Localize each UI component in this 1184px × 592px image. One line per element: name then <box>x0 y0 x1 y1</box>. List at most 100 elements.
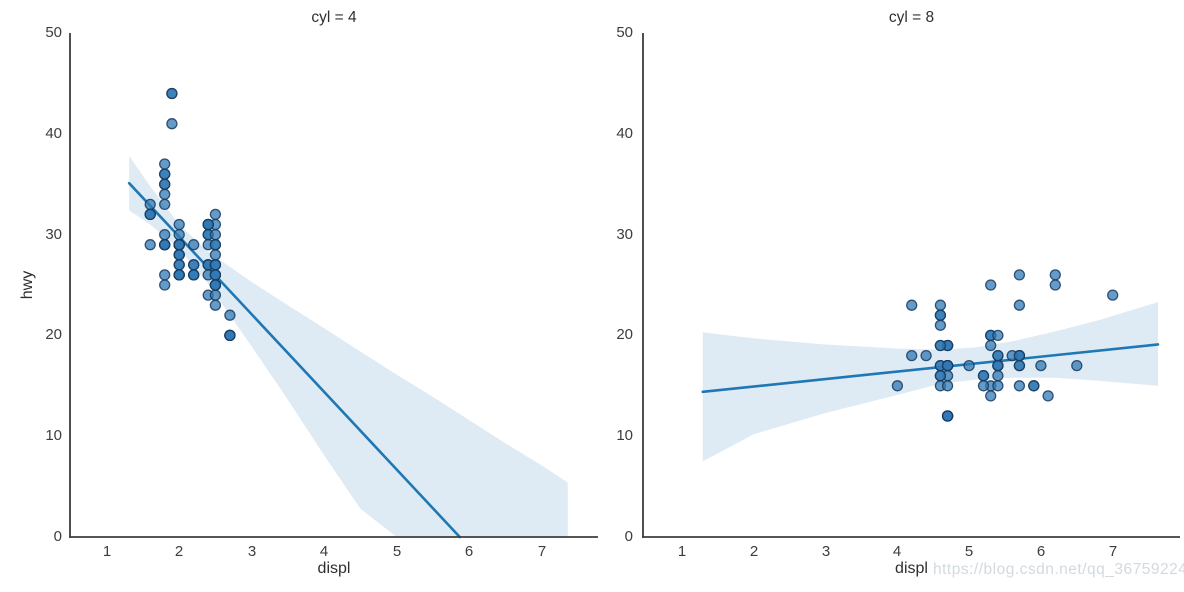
y-tick-label: 50 <box>45 24 62 41</box>
scatter-point <box>166 87 178 100</box>
scatter-point <box>159 279 171 291</box>
scatter-point <box>159 168 171 180</box>
scatter-point <box>985 339 997 352</box>
scatter-point <box>209 239 222 251</box>
scatter-point <box>173 249 185 261</box>
scatter-point <box>159 178 171 190</box>
scatter-point <box>173 269 185 281</box>
scatter-point <box>1071 359 1083 372</box>
scatter-point <box>1049 269 1061 281</box>
scatter-point <box>992 359 1004 372</box>
scatter-point <box>934 299 947 311</box>
scatter-point <box>209 269 222 281</box>
y-tick-label: 0 <box>53 528 62 545</box>
scatter-point <box>992 370 1004 382</box>
x-axis-label-right: displ <box>895 560 928 577</box>
scatter-point <box>920 349 932 362</box>
regression-line <box>701 343 1160 394</box>
scatter-point <box>188 239 200 251</box>
scatter-point <box>159 269 171 281</box>
scatter-point <box>941 359 954 372</box>
scatter-point <box>934 370 947 382</box>
y-tick-label: 20 <box>616 326 633 343</box>
scatter-point <box>992 380 1004 392</box>
scatter-point <box>209 279 222 291</box>
y-axis-label: hwy <box>19 270 36 300</box>
x-axis-label-left: displ <box>317 560 351 577</box>
scatter-point <box>209 249 222 261</box>
scatter-point <box>985 390 997 402</box>
scatter-point <box>224 309 236 321</box>
scatter-point <box>906 349 918 362</box>
scatter-point <box>941 380 954 392</box>
x-tick-label: 6 <box>464 543 474 560</box>
scatter-point <box>992 349 1004 362</box>
scatter-point <box>159 198 171 211</box>
x-tick-label: 1 <box>677 543 687 560</box>
scatter-point <box>1035 359 1047 372</box>
scatter-point <box>159 228 171 241</box>
x-tick-label: 7 <box>1108 543 1118 560</box>
scatter-point <box>934 319 947 331</box>
scatter-point <box>144 198 156 211</box>
scatter-point <box>173 259 185 271</box>
scatter-point <box>906 299 918 311</box>
scatter-point <box>209 228 222 241</box>
x-tick-label: 4 <box>892 543 902 560</box>
scatter-point <box>159 239 171 251</box>
facet-title-cyl8: cyl = 8 <box>888 9 935 26</box>
scatter-point <box>159 158 171 170</box>
scatter-point <box>1028 380 1040 392</box>
x-tick-label: 2 <box>174 543 184 560</box>
scatter-point <box>188 269 200 281</box>
scatter-point <box>209 299 222 311</box>
scatter-point <box>159 188 171 200</box>
scatter-point <box>209 208 222 221</box>
scatter-point <box>1042 390 1054 402</box>
x-tick-label: 3 <box>247 543 257 560</box>
scatter-point <box>941 410 954 422</box>
x-tick-label: 3 <box>821 543 831 560</box>
x-tick-label: 4 <box>319 543 329 560</box>
scatter-point <box>934 309 947 321</box>
y-tick-label: 10 <box>45 427 62 444</box>
scatter-point <box>144 208 156 221</box>
y-tick-label: 40 <box>616 125 633 142</box>
scatter-point <box>1013 380 1026 392</box>
confidence-band <box>129 156 568 537</box>
scatter-point <box>977 370 990 382</box>
scatter-point <box>891 380 904 392</box>
y-tick-label: 20 <box>45 326 62 343</box>
scatter-point <box>1013 349 1026 362</box>
scatter-point <box>1107 289 1119 301</box>
y-tick-label: 10 <box>616 427 633 444</box>
scatter-point <box>963 359 975 372</box>
y-tick-label: 0 <box>624 528 633 545</box>
scatter-point <box>1013 269 1026 281</box>
y-tick-label: 30 <box>616 226 633 243</box>
scatter-point <box>166 118 178 130</box>
scatter-point <box>934 339 947 352</box>
watermark-url: https://blog.csdn.net/qq_36759224 <box>933 561 1184 578</box>
scatter-point <box>1049 279 1061 291</box>
scatter-point <box>992 329 1004 342</box>
x-tick-label: 6 <box>1036 543 1046 560</box>
x-tick-label: 2 <box>749 543 759 560</box>
scatter-point <box>985 279 997 291</box>
scatter-point <box>173 218 185 231</box>
x-tick-label: 1 <box>102 543 112 560</box>
scatter-point <box>173 228 185 241</box>
y-tick-label: 50 <box>616 24 633 41</box>
x-tick-label: 5 <box>964 543 974 560</box>
scatter-point <box>1013 299 1026 311</box>
scatter-point <box>202 218 214 231</box>
scatter-point <box>188 259 200 271</box>
scatter-point <box>977 380 990 392</box>
y-tick-label: 30 <box>45 226 62 243</box>
x-tick-label: 7 <box>537 543 547 560</box>
scatter-point <box>173 239 185 251</box>
scatter-point <box>224 329 236 342</box>
y-tick-label: 40 <box>45 125 62 142</box>
scatter-point <box>1013 359 1026 372</box>
